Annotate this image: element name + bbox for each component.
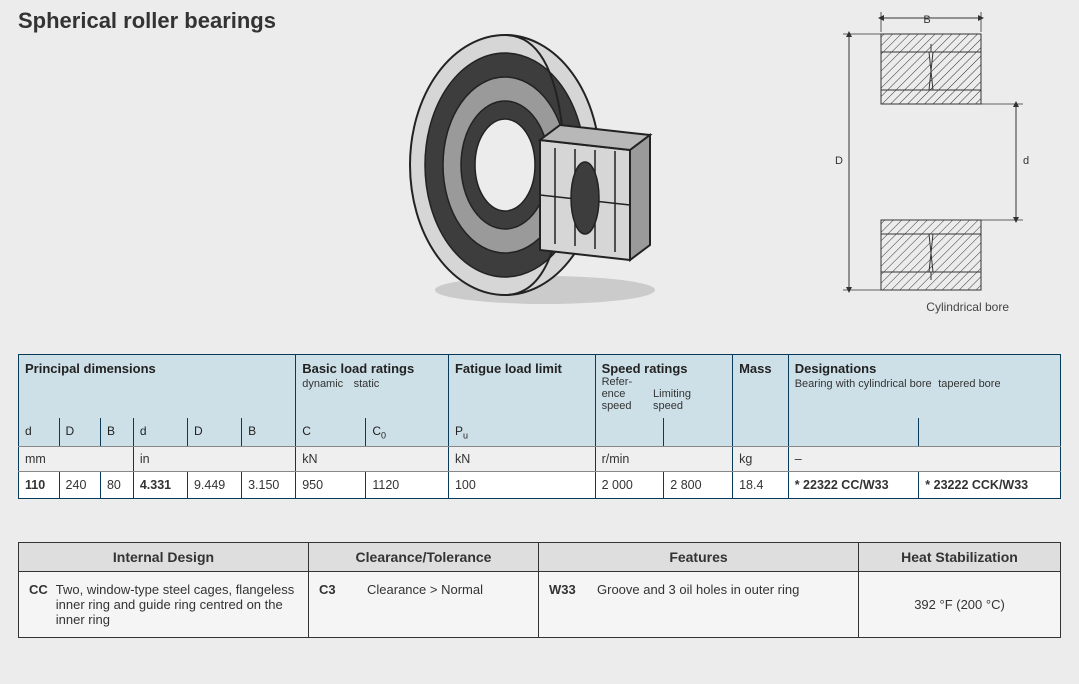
val-D-mm: 240 [59,472,100,499]
sub-dynamic: dynamic [302,378,343,390]
unit-rmin: r/min [595,447,733,472]
svg-text:d: d [1023,155,1029,167]
unit-kg: kg [733,447,789,472]
schematic-caption: Cylindrical bore [926,300,1009,314]
val-lim-speed: 2 800 [664,472,733,499]
sym-d-mm: d [19,418,60,447]
sym-D-in: D [187,418,241,447]
sym-C0: C0 [366,418,449,447]
cell-internal: CC Two, window-type steel cages, flangel… [19,572,309,638]
val-C0: 1120 [366,472,449,499]
group-designations: Designations [795,361,877,376]
text-clearance: Clearance > Normal [367,582,483,597]
cell-features: W33 Groove and 3 oil holes in outer ring [539,572,859,638]
hdr-features: Features [539,543,859,572]
unit-kN: kN [296,447,449,472]
group-fatigue: Fatigue load limit [455,361,562,376]
sym-B-mm: B [100,418,133,447]
cell-clearance: C3 Clearance > Normal [309,572,539,638]
cell-heat: 392 °F (200 °C) [859,572,1061,638]
unit-mm: mm [19,447,134,472]
bearing-schematic: B D d [821,12,1051,312]
group-mass: Mass [739,361,772,376]
val-desig2: * 23222 CCK/W33 [919,472,1061,499]
val-ref-speed: 2 000 [595,472,664,499]
val-C: 950 [296,472,366,499]
sub-tapered-bore: tapered bore [938,378,1000,390]
sub-ref-speed: Refer-ence speed [602,376,650,412]
val-d-mm: 110 [19,472,60,499]
val-mass: 18.4 [733,472,789,499]
sym-d-in: d [133,418,187,447]
hdr-heat: Heat Stabilization [859,543,1061,572]
group-basic-load: Basic load ratings [302,361,414,376]
group-principal: Principal dimensions [25,361,156,376]
text-features: Groove and 3 oil holes in outer ring [597,582,799,597]
val-B-mm: 80 [100,472,133,499]
val-desig1: * 22322 CC/W33 [788,472,919,499]
sym-C: C [296,418,366,447]
val-Pu: 100 [448,472,595,499]
val-B-in: 3.150 [242,472,296,499]
code-c3: C3 [319,582,359,597]
features-table: Internal Design Clearance/Tolerance Feat… [18,542,1061,638]
bearing-illustration [390,20,680,310]
unit-dash: – [788,447,1060,472]
unit-in: in [133,447,295,472]
sub-cyl-bore: Bearing with cylindrical bore [795,378,935,390]
hdr-internal-design: Internal Design [19,543,309,572]
val-d-in: 4.331 [133,472,187,499]
page-title: Spherical roller bearings [18,8,276,34]
sub-lim-speed: Limiting speed [653,388,701,412]
unit-kN2: kN [448,447,595,472]
text-heat: 392 °F (200 °C) [914,597,1005,612]
svg-text:B: B [923,14,930,26]
code-w33: W33 [549,582,589,597]
svg-text:D: D [835,155,843,167]
group-speed: Speed ratings [602,361,688,376]
sym-Pu: Pu [448,418,595,447]
hdr-clearance: Clearance/Tolerance [309,543,539,572]
dimensions-table: Principal dimensions Basic load ratings … [18,354,1061,499]
sym-D-mm: D [59,418,100,447]
sym-B-in: B [242,418,296,447]
sub-static: static [354,378,380,390]
val-D-in: 9.449 [187,472,241,499]
code-cc: CC [29,582,48,627]
text-internal: Two, window-type steel cages, flangeless… [56,582,298,627]
